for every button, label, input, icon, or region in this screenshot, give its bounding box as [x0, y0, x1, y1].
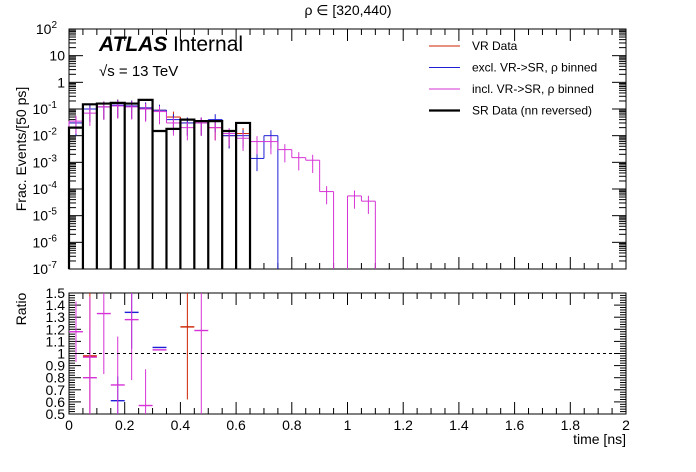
- x-tick-label: 0.8: [282, 417, 302, 433]
- y-tick-label: 10-5: [33, 207, 58, 224]
- x-tick-label: 0.2: [115, 417, 135, 433]
- ratio-y-tick-label: 1.4: [46, 297, 66, 313]
- x-tick-label: 1: [344, 417, 352, 433]
- y-tick-label: 102: [36, 20, 58, 37]
- x-tick-label: 0.6: [226, 417, 246, 433]
- x-tick-label: 1.2: [393, 417, 413, 433]
- hist-path: [67, 98, 252, 269]
- x-tick-label: 0.4: [171, 417, 191, 433]
- x-tick-label: 0: [65, 417, 73, 433]
- ratio-y-tick-label: 0.5: [46, 406, 66, 422]
- y-tick-label: 10-6: [33, 233, 58, 250]
- y-tick-label: 1: [57, 74, 65, 90]
- ratio-y-tick-label: 1.1: [46, 333, 66, 349]
- ratio-y-tick-label: 0.8: [46, 370, 66, 386]
- x-tick-label: 1.8: [561, 417, 581, 433]
- legend: VR Data excl. VR->SR, ρ binned incl. VR->S…: [429, 39, 597, 118]
- x-tick-label: 1.6: [505, 417, 525, 433]
- y-tick-label: 10-4: [33, 180, 58, 197]
- ratio-y-tick-label: 1.2: [46, 321, 66, 337]
- y-tick-label: 10-7: [33, 260, 58, 277]
- ratio-y-tick-label: 1.3: [46, 309, 66, 325]
- legend-entry: VR Data: [472, 39, 518, 53]
- ratio-series-group: [69, 293, 209, 414]
- x-tick-label: 1.4: [449, 417, 469, 433]
- top-axis-ticks: 10-7 10-6 10-5 10-4 10-3 10-2 10-1 1 10 102: [33, 20, 627, 277]
- energy-label: √s = 13 TeV: [99, 63, 178, 80]
- atlas-label: ATLAS: [98, 33, 167, 56]
- y-tick-label: 10-2: [33, 127, 58, 144]
- chart-title: ρ ∈ [320,440): [304, 2, 391, 18]
- ratio-y-tick-label: 0.6: [46, 394, 66, 410]
- internal-label: Internal: [173, 33, 243, 56]
- top-series-group: [67, 98, 376, 269]
- y-tick-label: 10-1: [33, 100, 58, 117]
- legend-entry: incl. VR->SR, ρ binned: [472, 82, 594, 96]
- ratio-series-2: [69, 293, 209, 414]
- ratio-y-axis-label: Ratio: [13, 292, 29, 325]
- y-tick-label: 10: [49, 48, 65, 64]
- legend-entry: SR Data (nn reversed): [472, 104, 592, 118]
- series-3: [67, 98, 252, 269]
- y-tick-label: 10-3: [33, 153, 58, 170]
- ratio-y-tick-label: 1: [57, 346, 65, 362]
- y-axis-label: Frac. Events/[50 ps]: [13, 87, 29, 212]
- ratio-y-tick-label: 1.5: [46, 285, 66, 301]
- ratio-axis-ticks: 0 0.2 0.4 0.6 0.8 1 1.2 1.4 1.6 1.8 20.50.60.70.80…: [46, 285, 631, 433]
- x-tick-label: 2: [622, 417, 630, 433]
- ratio-y-tick-label: 0.9: [46, 358, 66, 374]
- legend-entry: excl. VR->SR, ρ binned: [472, 61, 597, 75]
- ratio-y-tick-label: 0.7: [46, 382, 66, 398]
- x-axis-label: time [ns]: [573, 431, 626, 447]
